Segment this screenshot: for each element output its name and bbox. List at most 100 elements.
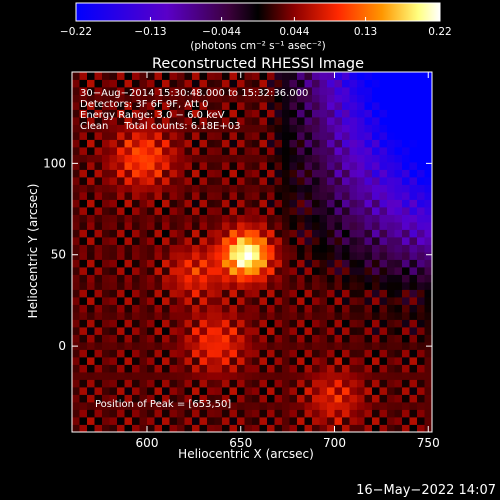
heatmap-cell	[132, 87, 140, 95]
heatmap-cell	[289, 364, 298, 373]
heatmap-cell	[184, 252, 193, 260]
heatmap-cell	[72, 139, 80, 148]
heatmap-cell	[229, 327, 238, 335]
heatmap-cell	[304, 147, 313, 155]
heatmap-cell	[214, 387, 223, 395]
heatmap-cell	[102, 282, 110, 290]
heatmap-cell	[417, 177, 425, 185]
heatmap-cell	[162, 252, 170, 260]
heatmap-cell	[72, 267, 80, 275]
heatmap-cell	[282, 342, 290, 350]
heatmap-cell	[147, 214, 155, 223]
heatmap-cell	[267, 237, 275, 245]
heatmap-cell	[357, 394, 365, 403]
heatmap-cell	[409, 252, 418, 260]
heatmap-cell	[154, 102, 163, 110]
heatmap-cell	[184, 394, 193, 403]
heatmap-cell	[222, 417, 230, 425]
heatmap-cell	[289, 417, 298, 425]
heatmap-cell	[282, 394, 290, 403]
heatmap-cell	[417, 409, 425, 418]
heatmap-cell	[177, 102, 185, 110]
heatmap-cell	[282, 177, 290, 185]
heatmap-cell	[102, 102, 110, 110]
heatmap-cell	[132, 417, 140, 425]
heatmap-cell	[102, 267, 110, 275]
heatmap-cell	[147, 259, 155, 268]
heatmap-cell	[87, 319, 95, 328]
heatmap-cell	[319, 79, 328, 88]
heatmap-cell	[349, 342, 358, 350]
heatmap-cell	[304, 267, 313, 275]
heatmap-cell	[319, 334, 328, 343]
heatmap-cell	[132, 364, 140, 373]
heatmap-cell	[349, 199, 358, 208]
heatmap-cell	[402, 259, 410, 268]
heatmap-cell	[124, 244, 133, 253]
heatmap-cell	[199, 184, 208, 193]
heatmap-cell	[177, 297, 185, 305]
heatmap-cell	[117, 162, 125, 170]
heatmap-cell	[259, 424, 268, 433]
heatmap-cell	[387, 192, 395, 200]
heatmap-cell	[184, 199, 193, 208]
heatmap-cell	[312, 289, 320, 298]
heatmap-cell	[169, 379, 178, 388]
heatmap-cell	[177, 372, 185, 380]
heatmap-cell	[214, 289, 223, 298]
heatmap-cell	[169, 402, 178, 410]
heatmap-cell	[109, 132, 118, 140]
heatmap-cell	[402, 199, 410, 208]
heatmap-cell	[124, 229, 133, 238]
heatmap-cell	[409, 124, 418, 133]
heatmap-cell	[289, 162, 298, 170]
heatmap-cell	[334, 387, 343, 395]
heatmap-cell	[387, 394, 395, 403]
heatmap-cell	[102, 364, 110, 373]
heatmap-cell	[289, 327, 298, 335]
heatmap-cell	[304, 424, 313, 433]
heatmap-cell	[117, 372, 125, 380]
heatmap-cell	[289, 334, 298, 343]
heatmap-cell	[192, 222, 200, 230]
heatmap-cell	[304, 379, 313, 388]
heatmap-cell	[267, 267, 275, 275]
heatmap-cell	[312, 394, 320, 403]
heatmap-cell	[297, 79, 305, 88]
heatmap-cell	[357, 72, 365, 80]
heatmap-cell	[154, 252, 163, 260]
heatmap-cell	[394, 364, 403, 373]
heatmap-cell	[192, 87, 200, 95]
heatmap-cell	[139, 327, 148, 335]
heatmap-cell	[252, 327, 260, 335]
heatmap-cell	[214, 342, 223, 350]
heatmap-cell	[192, 274, 200, 283]
heatmap-cell	[327, 274, 335, 283]
heatmap-cell	[154, 207, 163, 215]
heatmap-cell	[162, 139, 170, 148]
heatmap-cell	[192, 162, 200, 170]
heatmap-cell	[409, 342, 418, 350]
heatmap-cell	[162, 297, 170, 305]
heatmap-cell	[304, 304, 313, 313]
heatmap-cell	[297, 132, 305, 140]
heatmap-cell	[379, 177, 388, 185]
heatmap-cell	[109, 244, 118, 253]
heatmap-cell	[192, 169, 200, 178]
heatmap-cell	[402, 349, 410, 358]
heatmap-cell	[147, 184, 155, 193]
heatmap-cell	[394, 319, 403, 328]
heatmap-cell	[402, 319, 410, 328]
heatmap-cell	[132, 229, 140, 238]
heatmap-cell	[109, 417, 118, 425]
heatmap-cell	[417, 357, 425, 365]
heatmap-cell	[72, 334, 80, 343]
heatmap-cell	[349, 357, 358, 365]
heatmap-cell	[184, 297, 193, 305]
heatmap-cell	[252, 192, 260, 200]
heatmap-cell	[132, 79, 140, 88]
x-tick-label: 700	[323, 436, 346, 450]
heatmap-cell	[117, 274, 125, 283]
heatmap-cell	[244, 117, 253, 125]
heatmap-cell	[147, 424, 155, 433]
